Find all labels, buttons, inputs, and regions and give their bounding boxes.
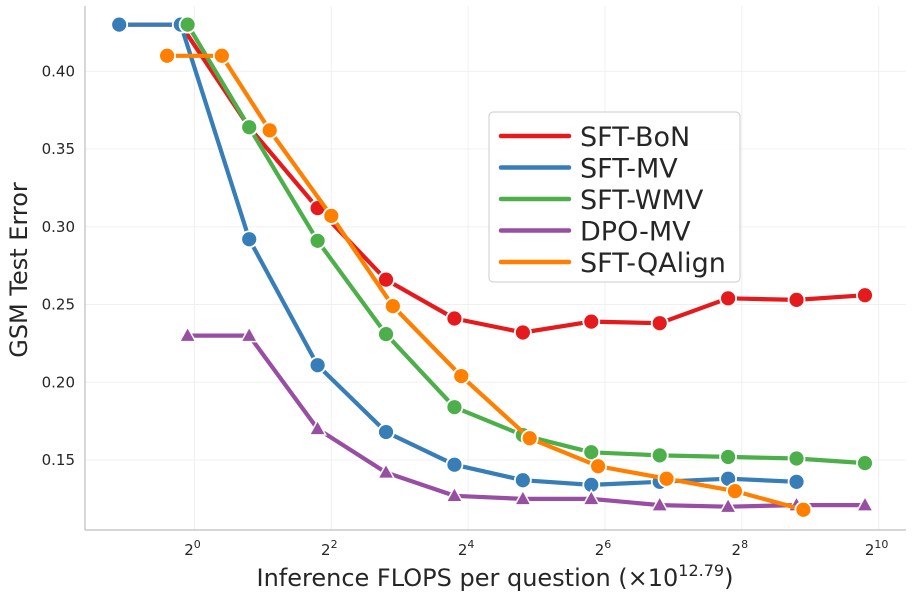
data-point-dpo-mv — [376, 462, 396, 480]
legend-label: DPO-MV — [580, 217, 691, 248]
legend-label: SFT-QAlign — [580, 248, 726, 279]
data-point-sft-bon — [856, 286, 874, 305]
data-point-sft-bon — [787, 290, 806, 309]
data-point-sft-bon — [650, 314, 669, 333]
data-point-sft-bon — [445, 309, 464, 328]
data-point-sft-mv — [445, 455, 464, 474]
data-point-sft-mv — [308, 356, 327, 375]
y-tick-label: 0.15 — [42, 451, 75, 469]
y-tick-label: 0.20 — [42, 373, 75, 391]
data-point-sft-qalign — [520, 429, 539, 448]
data-point-sft-wmv — [582, 443, 601, 462]
data-point-sft-qalign — [260, 121, 279, 140]
data-point-sft-wmv — [240, 118, 259, 137]
legend-frame — [488, 111, 741, 283]
data-point-sft-qalign — [589, 457, 608, 476]
data-point-sft-wmv — [308, 231, 327, 250]
series-sft-qalign — [158, 46, 813, 519]
data-point-sft-wmv — [787, 449, 806, 468]
data-point-sft-qalign — [158, 46, 177, 65]
y-tick-label: 0.40 — [42, 62, 75, 80]
data-point-dpo-mv — [308, 418, 327, 436]
legend-item-dpo-mv: DPO-MV — [498, 217, 691, 248]
data-point-sft-bon — [377, 270, 395, 289]
legend-label: SFT-WMV — [580, 185, 704, 216]
data-point-dpo-mv — [581, 488, 601, 506]
legend-label: SFT-BoN — [580, 122, 690, 153]
data-point-sft-bon — [719, 289, 738, 308]
x-tick-label: 24 — [458, 538, 475, 559]
x-tick-label: 210 — [865, 538, 889, 559]
y-tick-label: 0.35 — [42, 140, 75, 158]
series — [110, 15, 875, 519]
x-tick-label: 26 — [595, 538, 612, 559]
data-point-sft-qalign — [212, 46, 231, 65]
data-point-sft-wmv — [856, 454, 874, 473]
legend-item-sft-bon: SFT-BoN — [498, 122, 690, 153]
data-point-dpo-mv — [445, 485, 464, 503]
data-point-sft-mv — [377, 423, 395, 441]
data-point-dpo-mv — [855, 495, 875, 512]
series-dpo-mv — [178, 325, 875, 514]
data-point-sft-qalign — [726, 482, 744, 501]
data-point-sft-wmv — [650, 446, 669, 465]
data-point-dpo-mv — [178, 325, 197, 343]
x-axis-label: Inference FLOPS per question (×1012.79) — [257, 561, 734, 592]
data-point-dpo-mv — [718, 496, 738, 514]
data-point-sft-qalign — [794, 500, 813, 519]
data-point-sft-mv — [787, 472, 806, 491]
data-point-sft-bon — [513, 323, 532, 342]
axes — [84, 6, 906, 531]
legend-item-sft-wmv: SFT-WMV — [498, 185, 704, 216]
legend-item-sft-qalign: SFT-QAlign — [498, 248, 726, 279]
data-point-sft-qalign — [322, 207, 341, 225]
x-tick-label: 22 — [321, 538, 338, 559]
x-tick-label: 28 — [732, 538, 749, 559]
y-axis-label: GSM Test Error — [5, 182, 33, 358]
x-tick-label: 20 — [184, 538, 201, 559]
data-point-sft-qalign — [657, 469, 676, 488]
data-point-sft-mv — [240, 230, 259, 249]
data-point-sft-qalign — [452, 367, 471, 385]
y-tick-label: 0.25 — [42, 296, 75, 314]
tick-labels: 0.15 0.20 0.25 0.30 0.35 0.40 20 22 24 26 28 210 — [42, 62, 889, 559]
data-point-sft-mv — [110, 15, 129, 34]
data-point-dpo-mv — [239, 325, 259, 343]
data-point-sft-wmv — [377, 325, 395, 343]
data-point-dpo-mv — [650, 495, 670, 512]
data-point-sft-wmv — [178, 15, 197, 34]
y-tick-label: 0.30 — [42, 218, 75, 236]
data-point-sft-mv — [513, 471, 532, 490]
data-point-sft-wmv — [445, 398, 464, 417]
data-point-sft-qalign — [383, 297, 402, 315]
legend-item-sft-mv: SFT-MV — [498, 154, 678, 185]
data-point-sft-wmv — [719, 448, 738, 466]
legend-label: SFT-MV — [580, 154, 678, 185]
data-point-sft-bon — [582, 312, 601, 331]
data-point-dpo-mv — [513, 488, 533, 506]
